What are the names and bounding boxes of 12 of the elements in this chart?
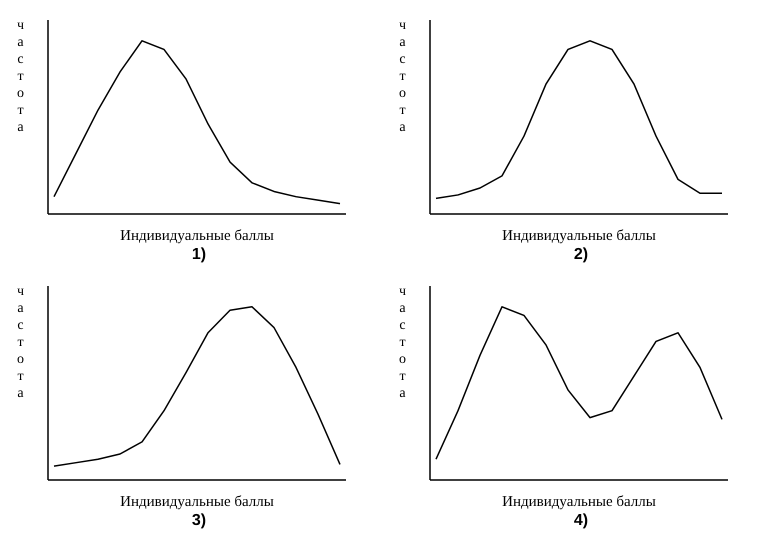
y-axis-title: частота <box>12 284 28 403</box>
y-axis-title: частота <box>394 284 410 403</box>
x-axis-title: Индивидуальные баллы <box>120 494 274 510</box>
x-axis-title: Индивидуальные баллы <box>502 228 656 244</box>
x-axis-title: Индивидуальные баллы <box>502 494 656 510</box>
y-axis-title: частота <box>12 18 28 137</box>
y-axis-title: частота <box>394 18 410 137</box>
text: 4) <box>572 512 590 530</box>
text: 1) <box>190 246 208 264</box>
x-axis-title: Индивидуальные баллы <box>120 228 274 244</box>
text: 3) <box>190 512 208 530</box>
text: 2) <box>572 246 590 264</box>
